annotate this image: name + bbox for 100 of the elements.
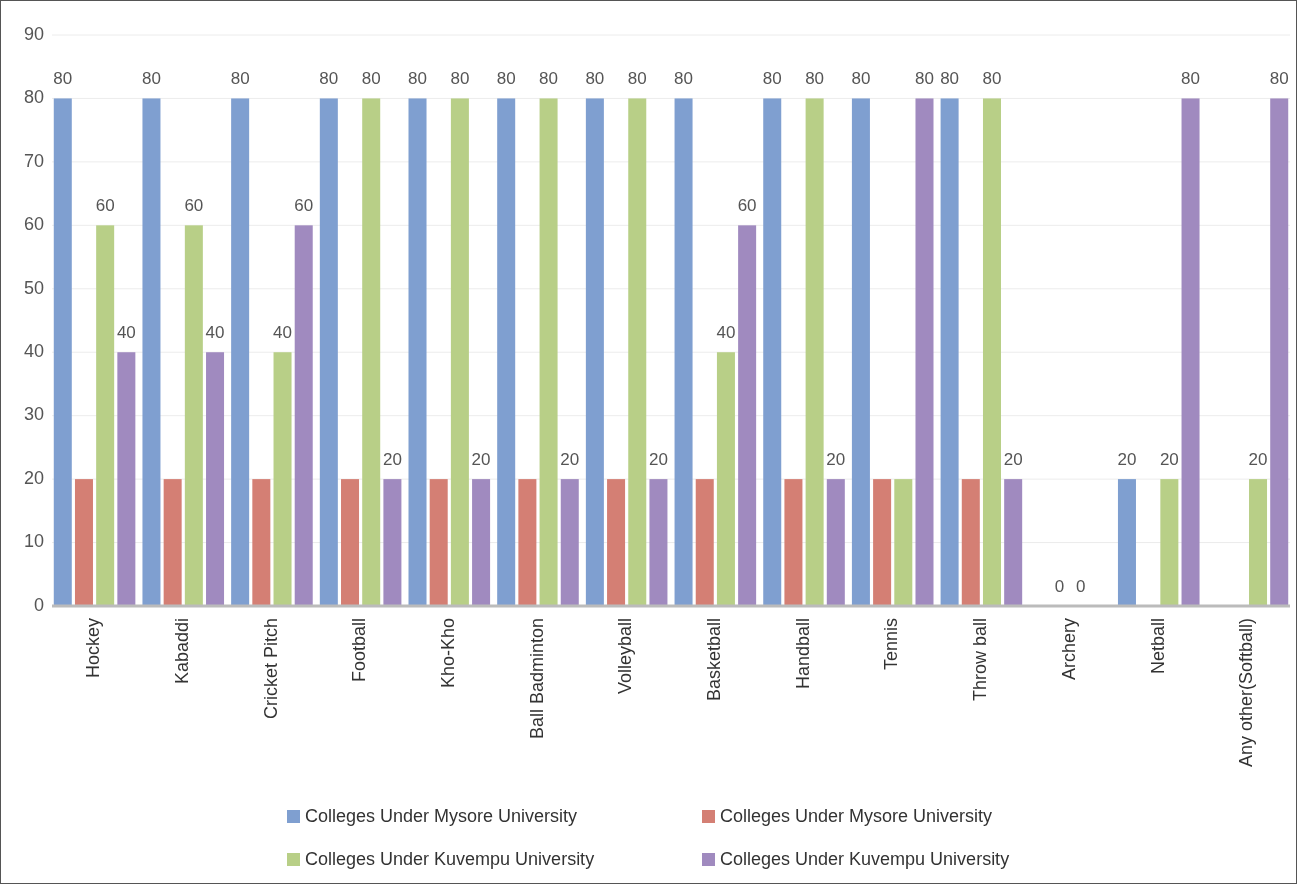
bar <box>273 352 292 606</box>
legend-label: Colleges Under Kuvempu University <box>305 848 595 869</box>
data-label: 80 <box>762 69 782 89</box>
bar <box>961 479 980 606</box>
y-tick-label: 20 <box>23 467 44 488</box>
bar <box>826 479 845 606</box>
bar <box>851 98 870 606</box>
bar <box>142 98 161 606</box>
x-tick-label: Tennis <box>881 618 902 671</box>
bar <box>74 479 93 606</box>
bar <box>518 479 537 606</box>
data-label: 20 <box>471 450 491 470</box>
x-tick-label: Kabaddi <box>172 618 192 685</box>
data-label: 80 <box>142 69 161 89</box>
data-label: 20 <box>648 450 668 470</box>
bar <box>362 98 381 606</box>
data-label: 40 <box>116 323 136 343</box>
y-tick-label: 80 <box>23 87 44 108</box>
y-tick-label: 0 <box>33 594 44 615</box>
bar <box>163 479 182 606</box>
data-label: 20 <box>1117 450 1137 470</box>
data-label: 60 <box>737 196 757 216</box>
bar <box>628 98 647 606</box>
data-label: 80 <box>585 69 605 89</box>
bar <box>472 479 491 606</box>
legend-label: Colleges Under Mysore University <box>720 805 993 826</box>
data-label: 80 <box>982 69 1002 89</box>
bar <box>252 479 271 606</box>
bar <box>383 479 402 606</box>
data-label: 80 <box>674 69 694 89</box>
x-tick-label: Football <box>349 618 370 683</box>
x-tick-label: Ball Badminton <box>526 618 547 740</box>
bar <box>915 98 934 606</box>
bar <box>674 98 693 606</box>
bar <box>429 479 448 606</box>
x-tick-label: Throw ball <box>970 618 991 702</box>
bar <box>341 479 360 606</box>
data-label: 0 <box>1054 577 1065 596</box>
y-tick-label: 60 <box>23 214 44 235</box>
bar <box>649 479 668 606</box>
y-tick-label: 50 <box>23 277 44 298</box>
bar <box>450 98 469 606</box>
x-tick-label: Hockey <box>83 618 104 679</box>
data-label: 80 <box>1181 69 1200 89</box>
bar <box>982 98 1001 606</box>
y-tick-label: 90 <box>23 23 44 44</box>
x-tick-label: Volleyball <box>615 618 636 695</box>
data-label: 40 <box>273 323 292 343</box>
bar <box>1004 479 1023 606</box>
bar <box>607 479 626 606</box>
x-tick-label: Any other(Softball) <box>1236 618 1257 768</box>
bar <box>117 352 136 606</box>
bar <box>1249 479 1268 606</box>
data-label: 20 <box>560 450 580 470</box>
bar <box>805 98 824 606</box>
data-label: 20 <box>826 450 846 470</box>
data-label: 80 <box>851 69 871 89</box>
data-label: 80 <box>496 69 516 89</box>
data-label: 0 <box>1075 577 1086 596</box>
data-label: 40 <box>205 323 225 343</box>
bar <box>695 479 714 606</box>
bar <box>184 225 203 606</box>
bar <box>231 98 250 606</box>
data-label: 60 <box>294 196 314 216</box>
bar <box>96 225 115 606</box>
x-tick-label: Cricket Pitch <box>260 618 281 720</box>
data-label: 40 <box>716 323 736 343</box>
data-label: 60 <box>184 196 204 216</box>
data-label: 80 <box>915 69 934 89</box>
data-label: 20 <box>1248 450 1268 470</box>
bar <box>894 479 913 606</box>
bar <box>763 98 782 606</box>
bar <box>1181 98 1200 606</box>
data-label: 80 <box>53 69 73 89</box>
data-label: 80 <box>230 69 250 89</box>
data-label: 60 <box>95 196 115 216</box>
legend-label: Colleges Under Mysore University <box>305 805 578 826</box>
data-label: 80 <box>805 69 825 89</box>
bar <box>1117 479 1136 606</box>
bar <box>539 98 558 606</box>
bar <box>738 225 757 606</box>
bar <box>53 98 72 606</box>
bar <box>940 98 959 606</box>
x-tick-label: Basketball <box>704 618 725 702</box>
data-label: 20 <box>1159 450 1179 470</box>
y-tick-label: 40 <box>23 340 44 361</box>
bar <box>560 479 579 606</box>
x-tick-label: Handball <box>792 618 813 690</box>
bar <box>585 98 604 606</box>
bar <box>1160 479 1179 606</box>
data-label: 80 <box>361 69 381 89</box>
data-label: 80 <box>450 69 470 89</box>
data-label: 20 <box>382 450 402 470</box>
x-tick-label: Kho-Kho <box>438 618 459 689</box>
data-label: 80 <box>940 69 960 89</box>
bar <box>784 479 803 606</box>
y-tick-label: 30 <box>23 404 44 425</box>
data-label: 80 <box>627 69 647 89</box>
y-tick-label: 70 <box>23 150 44 171</box>
data-label: 20 <box>1003 450 1023 470</box>
